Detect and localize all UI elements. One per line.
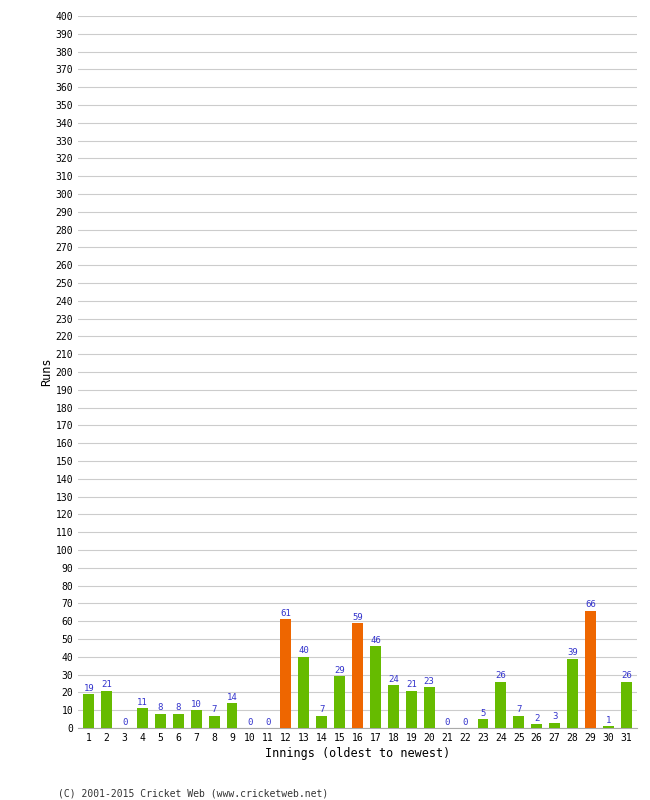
Bar [334,676,345,728]
Text: (C) 2001-2015 Cricket Web (www.cricketweb.net): (C) 2001-2015 Cricket Web (www.cricketwe… [58,788,329,798]
Text: 2: 2 [534,714,540,723]
Text: 24: 24 [388,675,398,684]
Text: 0: 0 [265,718,270,726]
Text: 0: 0 [247,718,253,726]
Text: 0: 0 [122,718,127,726]
Text: 21: 21 [406,680,417,689]
Text: 0: 0 [462,718,468,726]
Bar [209,715,220,728]
Text: 0: 0 [445,718,450,726]
Bar [191,710,202,728]
Bar [514,715,524,728]
Bar [495,682,506,728]
Bar [567,658,578,728]
Bar [101,690,112,728]
Text: 21: 21 [101,680,112,689]
Bar [603,726,614,728]
Text: 10: 10 [191,700,202,709]
Text: 8: 8 [176,703,181,712]
Bar [478,719,488,728]
Text: 3: 3 [552,712,557,722]
Text: 66: 66 [585,600,596,609]
Text: 19: 19 [83,684,94,693]
Text: 61: 61 [280,609,291,618]
Bar [549,722,560,728]
Bar [83,694,94,728]
Bar [424,687,435,728]
Text: 26: 26 [621,671,632,680]
Text: 14: 14 [227,693,237,702]
Y-axis label: Runs: Runs [40,358,53,386]
Text: 1: 1 [606,716,611,725]
Bar [280,619,291,728]
Bar [352,623,363,728]
Bar [388,686,398,728]
Bar [531,725,542,728]
Text: 5: 5 [480,709,486,718]
Text: 40: 40 [298,646,309,655]
Text: 46: 46 [370,636,381,645]
Text: 23: 23 [424,677,435,686]
Text: 29: 29 [334,666,345,675]
Bar [317,715,327,728]
Text: 7: 7 [211,705,217,714]
Bar [137,709,148,728]
Bar [370,646,381,728]
Text: 8: 8 [158,703,163,712]
Bar [227,703,237,728]
Bar [173,714,184,728]
Bar [621,682,632,728]
Text: 11: 11 [137,698,148,707]
Text: 7: 7 [319,705,324,714]
Bar [155,714,166,728]
Bar [298,657,309,728]
Bar [406,690,417,728]
Text: 39: 39 [567,648,578,657]
Text: 59: 59 [352,613,363,622]
Text: 26: 26 [495,671,506,680]
Bar [585,610,596,728]
X-axis label: Innings (oldest to newest): Innings (oldest to newest) [265,747,450,760]
Text: 7: 7 [516,705,521,714]
